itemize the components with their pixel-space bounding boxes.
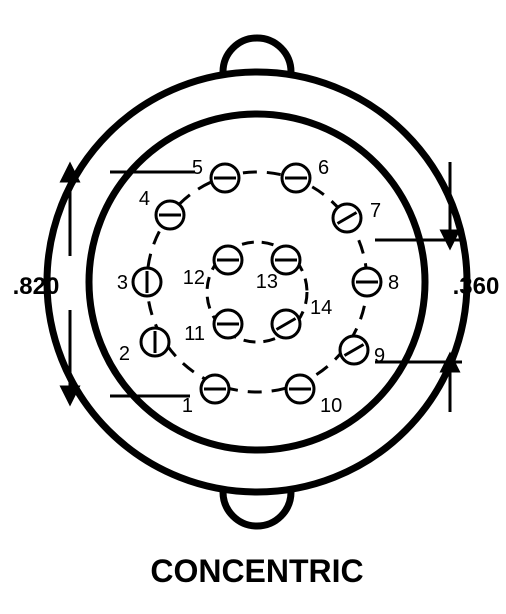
pin-label-1: 1	[182, 395, 193, 417]
pin-label-13: 13	[256, 271, 278, 293]
pin-label-4: 4	[139, 188, 150, 210]
pin-label-14: 14	[310, 297, 332, 319]
pin-label-3: 3	[117, 272, 128, 294]
pin-3: 3	[117, 268, 161, 296]
pin-label-11: 11	[184, 323, 205, 345]
pin-label-6: 6	[318, 157, 329, 179]
pin-label-2: 2	[119, 343, 130, 365]
pin-8: 8	[353, 268, 399, 296]
pin-label-7: 7	[370, 200, 381, 222]
title: CONCENTRIC	[150, 553, 363, 589]
pin-label-5: 5	[192, 157, 203, 179]
dim-right-label: .360	[453, 273, 500, 300]
dim-left-label: .820	[13, 273, 60, 300]
pin-label-8: 8	[388, 272, 399, 294]
pin-label-12: 12	[183, 267, 205, 289]
pin-label-10: 10	[320, 395, 342, 417]
pin-label-9: 9	[374, 345, 385, 367]
